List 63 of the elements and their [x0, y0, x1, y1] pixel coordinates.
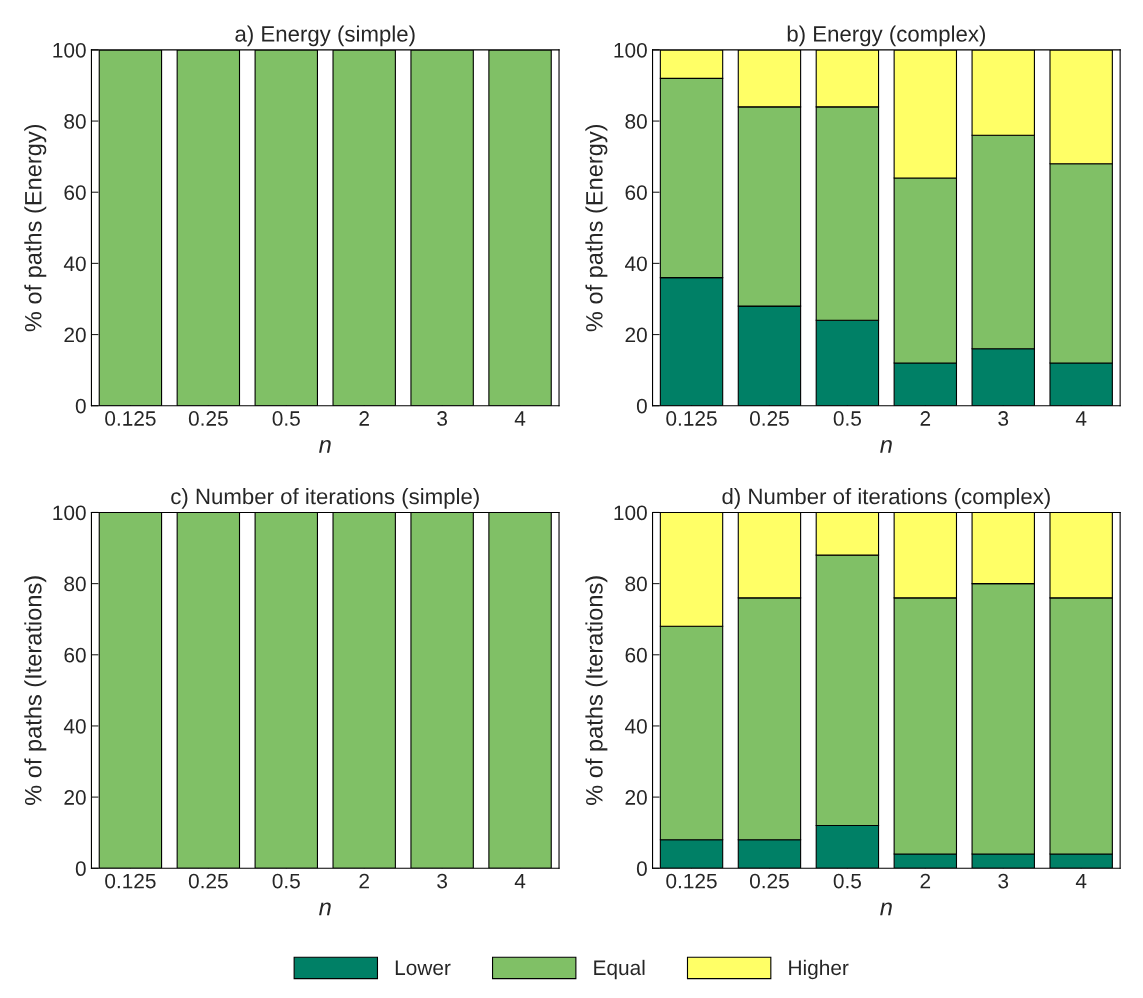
- y-tick-label: 40: [625, 256, 647, 272]
- x-axis-title: n: [319, 902, 331, 916]
- y-tick-label: 80: [64, 114, 86, 129]
- y-tick-label: 20: [64, 790, 86, 805]
- legend-label: Lower: [395, 960, 451, 976]
- y-tick-label: 100: [53, 505, 86, 521]
- x-tick-label: 0.125: [666, 411, 717, 426]
- y-tick-label: 80: [64, 576, 86, 592]
- chart-title: c) Number of iterations (simple): [171, 488, 479, 509]
- x-tick-label: 2: [359, 411, 369, 426]
- x-tick-label: 3: [437, 411, 448, 426]
- x-axis-title: n: [880, 902, 892, 916]
- y-tick-label: 20: [625, 327, 647, 343]
- x-tick-label: 0.25: [188, 873, 228, 889]
- y-axis-title: % of paths (Energy): [585, 124, 608, 332]
- x-tick-label: 0.125: [105, 873, 156, 889]
- y-tick-label: 60: [64, 647, 86, 663]
- chart-title: b) Energy (complex): [787, 25, 985, 47]
- x-tick-label: 4: [514, 873, 526, 889]
- x-tick-label: 0.5: [833, 873, 861, 889]
- x-tick-label: 4: [1075, 411, 1087, 426]
- y-axis-title: % of paths (Iterations): [24, 576, 47, 805]
- x-tick-label: 0.25: [749, 873, 789, 889]
- legend-label: Higher: [789, 959, 849, 980]
- y-tick-label: 60: [625, 185, 647, 200]
- y-tick-label: 60: [625, 647, 647, 663]
- y-tick-label: 20: [625, 790, 647, 805]
- chart-title: a) Energy (simple): [235, 25, 415, 47]
- y-tick-label: 40: [625, 718, 647, 734]
- y-tick-label: 0: [636, 861, 647, 877]
- y-tick-label: 60: [64, 185, 86, 200]
- x-tick-label: 4: [1075, 873, 1087, 889]
- y-tick-label: 100: [614, 42, 647, 58]
- y-tick-label: 20: [64, 327, 86, 343]
- x-tick-label: 0.125: [105, 411, 156, 426]
- y-tick-label: 100: [53, 42, 86, 58]
- x-axis-title: n: [319, 439, 331, 453]
- x-tick-label: 0.25: [749, 411, 789, 426]
- y-tick-label: 80: [625, 576, 647, 592]
- x-tick-label: 3: [998, 411, 1009, 426]
- x-tick-label: 3: [998, 873, 1009, 889]
- x-tick-label: 0.25: [188, 411, 228, 426]
- x-tick-label: 0.5: [833, 411, 861, 426]
- x-tick-label: 0.5: [272, 411, 300, 426]
- x-tick-label: 2: [920, 411, 931, 426]
- y-axis-title: % of paths (Energy): [24, 124, 47, 332]
- legend-label: Equal: [594, 959, 645, 980]
- x-tick-label: 2: [359, 873, 369, 889]
- x-axis-title: n: [880, 439, 892, 453]
- x-tick-label: 0.125: [666, 873, 717, 889]
- y-tick-label: 40: [63, 256, 86, 272]
- y-tick-label: 100: [614, 505, 647, 521]
- x-tick-label: 4: [514, 411, 526, 426]
- x-tick-label: 0.5: [272, 873, 300, 889]
- y-axis-title: % of paths (Iterations): [585, 576, 608, 805]
- y-tick-label: 0: [75, 861, 86, 877]
- y-tick-label: 40: [63, 718, 86, 734]
- y-tick-label: 80: [625, 114, 647, 129]
- x-tick-label: 3: [437, 873, 448, 889]
- y-tick-label: 0: [636, 398, 647, 414]
- x-tick-label: 2: [920, 873, 931, 889]
- y-tick-label: 0: [75, 398, 86, 414]
- chart-title: d) Number of iterations (complex): [722, 488, 1050, 509]
